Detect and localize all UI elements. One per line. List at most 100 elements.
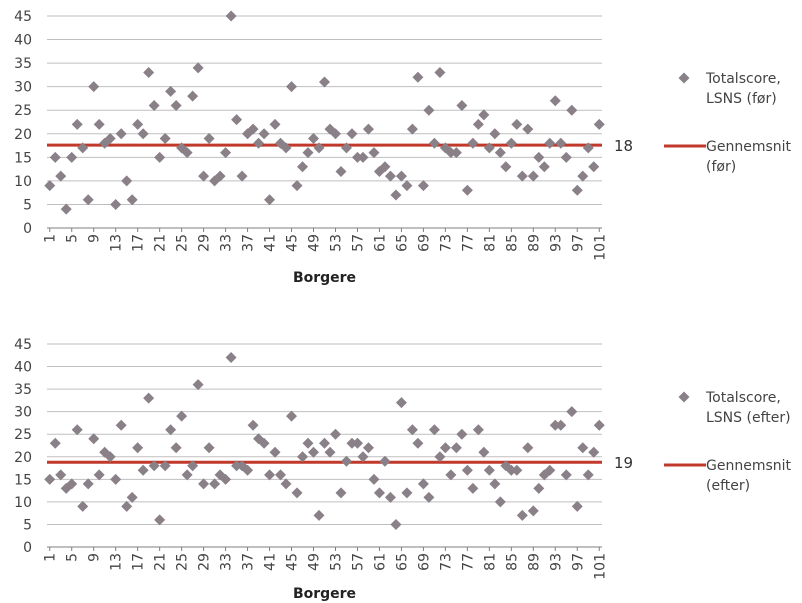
x-tick-label: 73 (438, 553, 454, 571)
data-point (577, 170, 589, 182)
data-point (406, 424, 418, 436)
data-point (362, 442, 374, 454)
data-point (302, 147, 314, 159)
data-point (209, 478, 221, 490)
data-point (115, 128, 127, 140)
data-point (121, 500, 133, 512)
data-point (527, 170, 539, 182)
x-tick-label: 81 (482, 234, 498, 252)
legend-label-scores-before-line2: LSNS (før) (706, 91, 777, 107)
data-point (390, 189, 402, 201)
x-tick-label: 5 (65, 553, 81, 562)
data-point (82, 478, 94, 490)
x-tick-label: 25 (175, 553, 191, 571)
data-point (472, 118, 484, 130)
data-point (77, 500, 89, 512)
data-point (170, 442, 182, 454)
data-point (236, 170, 248, 182)
legend-label-scores-after-line1: Totalscore, (705, 390, 781, 406)
legend-label-average-after: Gennemsnit (efter) (706, 458, 795, 494)
data-point (302, 437, 314, 449)
x-tick-label: 65 (394, 553, 410, 571)
data-point (527, 505, 539, 517)
x-tick-label: 85 (504, 553, 520, 571)
legend-label-average-before-line2: (før) (706, 159, 736, 175)
x-tick-label: 29 (197, 234, 213, 252)
data-point (489, 478, 501, 490)
data-point (588, 446, 600, 458)
data-point (533, 482, 545, 494)
data-point (225, 10, 237, 22)
data-point (192, 379, 204, 391)
data-point (335, 165, 347, 177)
data-point (461, 464, 473, 476)
x-tick-label: 101 (592, 553, 608, 580)
data-point (412, 437, 424, 449)
data-point (445, 469, 457, 481)
y-tick-label: 25 (14, 103, 32, 119)
x-tick-label: 49 (307, 234, 323, 252)
y-tick-label: 15 (14, 472, 32, 488)
data-point (286, 81, 298, 93)
data-point (395, 170, 407, 182)
data-point (308, 132, 320, 144)
data-point (340, 455, 352, 467)
data-point (390, 518, 402, 530)
data-point (560, 151, 572, 163)
x-ticks-after: 1 5 9 13 17 21 25 29 33 37 41 45 49 53 57 61 65 69 73 77 81 8… (43, 547, 608, 580)
data-point (384, 491, 396, 503)
data-point (555, 137, 567, 149)
data-point (225, 352, 237, 364)
data-point (291, 180, 303, 192)
x-tick-label: 85 (504, 234, 520, 252)
x-tick-label: 29 (197, 553, 213, 571)
data-point (483, 464, 495, 476)
x-tick-label: 101 (592, 234, 608, 261)
x-tick-label: 53 (328, 553, 344, 571)
data-point (401, 180, 413, 192)
data-point (467, 137, 479, 149)
legend-label-scores-after: Totalscore, LSNS (efter) (705, 390, 791, 426)
x-tick-label: 13 (109, 553, 125, 571)
data-point (192, 62, 204, 74)
data-point (329, 128, 341, 140)
data-point (203, 442, 215, 454)
y-tick-label: 5 (23, 197, 32, 213)
data-point (544, 137, 556, 149)
x-tick-label: 61 (372, 234, 388, 252)
data-point (373, 487, 385, 499)
data-point (428, 137, 440, 149)
data-point (110, 473, 122, 485)
data-point (165, 85, 177, 97)
data-point (291, 487, 303, 499)
data-point (137, 464, 149, 476)
x-tick-label: 97 (570, 234, 586, 252)
data-point (66, 151, 78, 163)
data-point (159, 132, 171, 144)
data-point (154, 514, 166, 526)
x-tick-label: 89 (526, 553, 542, 571)
x-tick-label: 41 (263, 553, 279, 571)
y-tick-label: 35 (14, 56, 32, 72)
data-point (423, 104, 435, 116)
data-point (49, 437, 61, 449)
data-point (362, 123, 374, 135)
y-tick-label: 10 (14, 174, 32, 190)
data-point (571, 500, 583, 512)
data-point (143, 67, 155, 79)
x-tick-label: 33 (219, 553, 235, 571)
data-point (395, 397, 407, 409)
data-point (319, 437, 330, 449)
data-point (49, 151, 61, 163)
data-point (132, 118, 144, 130)
legend-label-average-after-line2: (efter) (706, 478, 750, 494)
data-point (231, 114, 243, 126)
data-point (357, 451, 369, 463)
y-ticks-after: 0 5 10 15 20 25 30 35 40 45 (14, 337, 32, 556)
x-tick-label: 25 (175, 234, 191, 252)
data-point (450, 147, 462, 159)
data-point (71, 424, 83, 436)
y-tick-label: 30 (14, 80, 32, 96)
data-point (170, 100, 182, 112)
